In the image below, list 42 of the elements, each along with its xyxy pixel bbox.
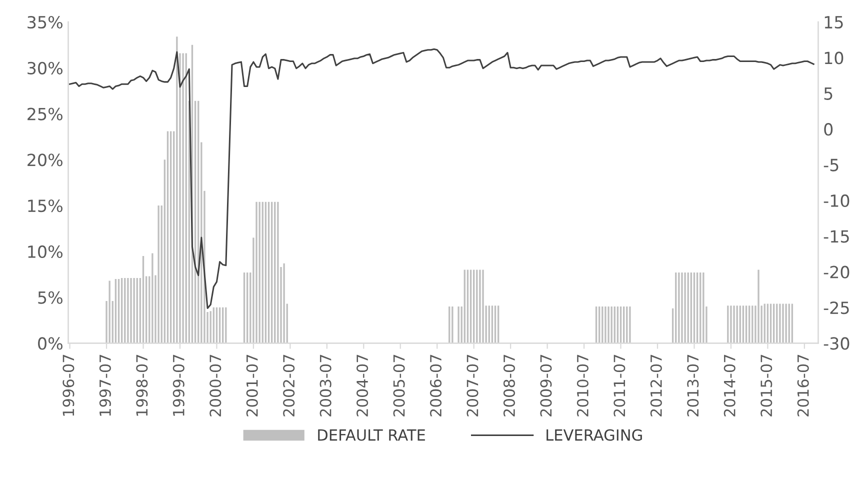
y-tick-label: 30%	[28, 62, 62, 74]
x-tick-label: 2002-07	[283, 354, 295, 416]
x-tick-label: 2000-07	[210, 354, 222, 416]
x-tick-label: 2014-07	[724, 354, 736, 416]
line-series	[69, 48, 814, 309]
x-tick-label: 2004-07	[356, 354, 368, 416]
x-tick-label: 2001-07	[246, 354, 258, 416]
y2-tick-label: -5	[824, 158, 838, 172]
legend-label: DEFAULT RATE	[318, 429, 425, 441]
x-tick-label: 2007-07	[466, 354, 478, 416]
x-tick-label: 2006-07	[430, 354, 442, 416]
x-tick-label: 2016-07	[797, 354, 809, 416]
x-tick-label: 2010-07	[576, 354, 588, 416]
y2-tick-label: -25	[824, 301, 849, 314]
x-tick-label: 2003-07	[320, 354, 332, 416]
y2-tick-label: 5	[824, 88, 832, 100]
x-tick-label: 1997-07	[99, 354, 111, 416]
x-tick-label: 2012-07	[650, 354, 662, 416]
y-tick-label: 10%	[28, 245, 62, 258]
y2-tick-label: -20	[824, 266, 850, 278]
y-tick-label: 0%	[38, 337, 62, 350]
y2-tick-label: 0	[824, 123, 833, 136]
y-tick-label: 15%	[28, 200, 62, 212]
legend-label: LEVERAGING	[546, 429, 642, 441]
y-tick-label: 20%	[28, 154, 62, 166]
x-tick-label: 2008-07	[503, 354, 516, 416]
y-tick-label: 35%	[28, 16, 62, 29]
x-tick-label: 1996-07	[62, 354, 74, 416]
y2-tick-label: -10	[824, 194, 850, 208]
y-tick-label: 5%	[38, 291, 62, 304]
x-tick-label: 2011-07	[614, 354, 626, 416]
x-tick-label: 2015-07	[760, 354, 772, 416]
x-tick-label: 1998-07	[136, 354, 148, 416]
y2-tick-label: 10	[824, 52, 844, 64]
x-tick-label: 2005-07	[393, 354, 405, 416]
y-tick-label: 25%	[28, 108, 62, 120]
y2-tick-label: 15	[824, 16, 843, 29]
y2-tick-label: -30	[824, 337, 850, 350]
x-tick-label: 1999-07	[172, 354, 184, 416]
y2-tick-label: -15	[824, 230, 849, 243]
x-tick-label: 2009-07	[540, 354, 552, 416]
x-tick-label: 2013-07	[687, 354, 699, 416]
